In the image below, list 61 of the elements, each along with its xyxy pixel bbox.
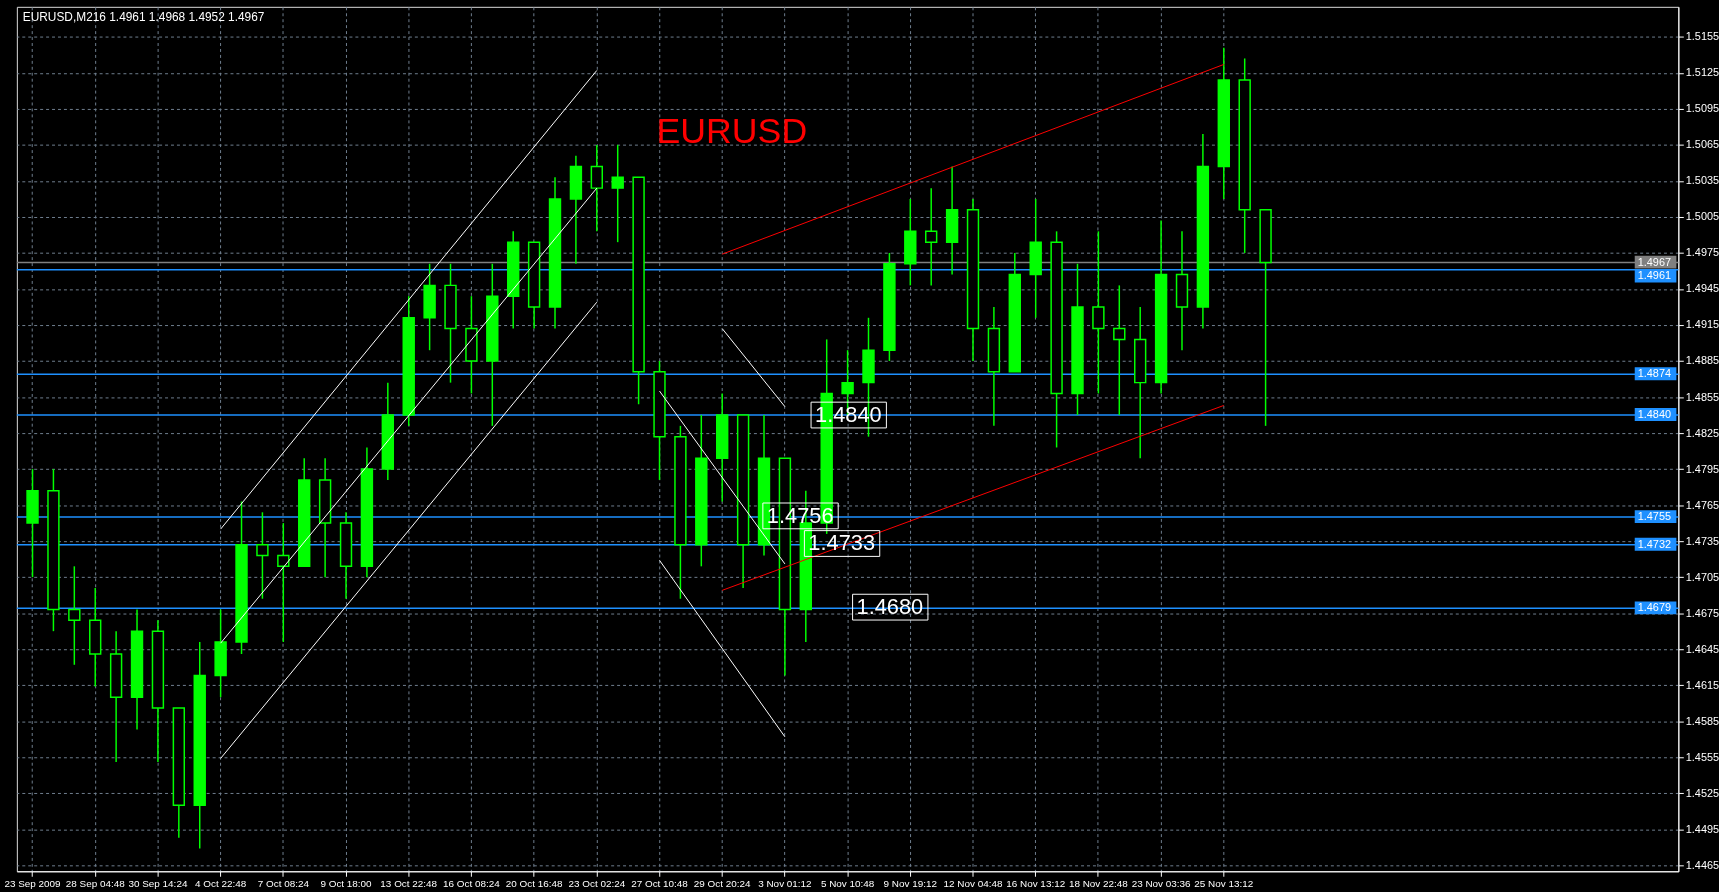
y-tick-label: 1.5095 [1685, 102, 1719, 115]
candlestick [1092, 230, 1105, 395]
chart-subtitle: EURUSD,M216 1.4961 1.4968 1.4952 1.4967 [22, 9, 265, 24]
x-tick-label: 9 Nov 19:12 [883, 877, 938, 889]
candlestick [277, 522, 290, 643]
y-tick-label: 1.4765 [1685, 498, 1719, 511]
x-tick-label: 30 Sep 14:24 [128, 877, 188, 889]
text: EURUSD [656, 111, 808, 152]
x-tick-label: 29 Oct 20:24 [693, 877, 752, 889]
x-tick-label: 5 Nov 10:48 [820, 877, 875, 889]
candlestick [611, 144, 624, 243]
x-tick-label: 23 Nov 03:36 [1131, 877, 1192, 889]
y-tick-label: 1.4495 [1685, 822, 1719, 835]
ref-line-label: 1.4755 [1637, 510, 1672, 523]
candlestick [590, 144, 604, 233]
y-tick-label: 1.5125 [1685, 66, 1719, 79]
y-tick-label: 1.4885 [1685, 354, 1719, 367]
y-tick-label: 1.4615 [1685, 678, 1719, 691]
x-tick-label: 3 Nov 01:12 [758, 877, 813, 889]
y-tick-label: 1.4585 [1685, 714, 1719, 727]
y-tick-label: 1.4525 [1685, 786, 1719, 799]
y-tick-label: 1.4735 [1685, 534, 1719, 547]
x-tick-label: 16 Nov 13:12 [1006, 877, 1066, 889]
x-tick-label: 20 Oct 16:48 [505, 877, 563, 889]
y-tick-label: 1.5065 [1685, 138, 1719, 151]
annotation: 1.4840 [1637, 408, 1672, 421]
candlestick [925, 187, 938, 287]
y-tick-label: 1.5005 [1685, 210, 1719, 223]
y-tick-label: 1.4465 [1685, 858, 1719, 871]
ref-line-label: 1.4874 [1637, 367, 1672, 380]
y-tick-label: 1.5155 [1685, 30, 1719, 43]
x-tick-label: 12 Nov 04:48 [943, 877, 1003, 889]
x-tick-label: 16 Oct 08:24 [443, 877, 501, 889]
x-tick-label: 4 Oct 22:48 [195, 877, 247, 889]
y-tick-label: 1.4915 [1685, 318, 1719, 331]
y-tick-label: 1.4855 [1685, 390, 1719, 403]
candlestick [1113, 284, 1126, 416]
y-tick-label: 1.4645 [1685, 642, 1719, 655]
y-tick-label: 1.4795 [1685, 462, 1719, 475]
x-tick-label: 28 Sep 04:48 [65, 877, 126, 889]
ref-line-label: 1.4967 [1637, 255, 1672, 268]
y-tick-label: 1.5035 [1685, 174, 1719, 187]
x-tick-label: 13 Oct 22:48 [380, 877, 438, 889]
x-tick-label: 18 Nov 22:48 [1068, 877, 1129, 889]
ref-line-label: 1.4679 [1637, 601, 1672, 614]
y-tick-label: 1.4675 [1685, 606, 1719, 619]
x-tick-label: 25 Nov 13:12 [1194, 877, 1254, 889]
x-tick-label: 23 Sep 2009 [4, 877, 62, 889]
ref-line-label: 1.4732 [1637, 537, 1672, 550]
x-tick-label: 9 Oct 18:00 [320, 877, 373, 889]
y-tick-label: 1.4945 [1685, 282, 1719, 295]
y-tick-label: 1.4975 [1685, 246, 1719, 259]
y-tick-label: 1.4555 [1685, 750, 1719, 763]
y-tick-label: 1.4705 [1685, 570, 1719, 583]
candlestick [256, 511, 269, 600]
ref-line-label: 1.4961 [1637, 269, 1672, 282]
y-tick-label: 1.4825 [1685, 426, 1719, 439]
x-tick-label: 27 Oct 10:48 [631, 877, 689, 889]
x-tick-label: 23 Oct 02:24 [568, 877, 626, 889]
candlestick [68, 565, 81, 666]
x-tick-label: 7 Oct 08:24 [257, 877, 310, 889]
